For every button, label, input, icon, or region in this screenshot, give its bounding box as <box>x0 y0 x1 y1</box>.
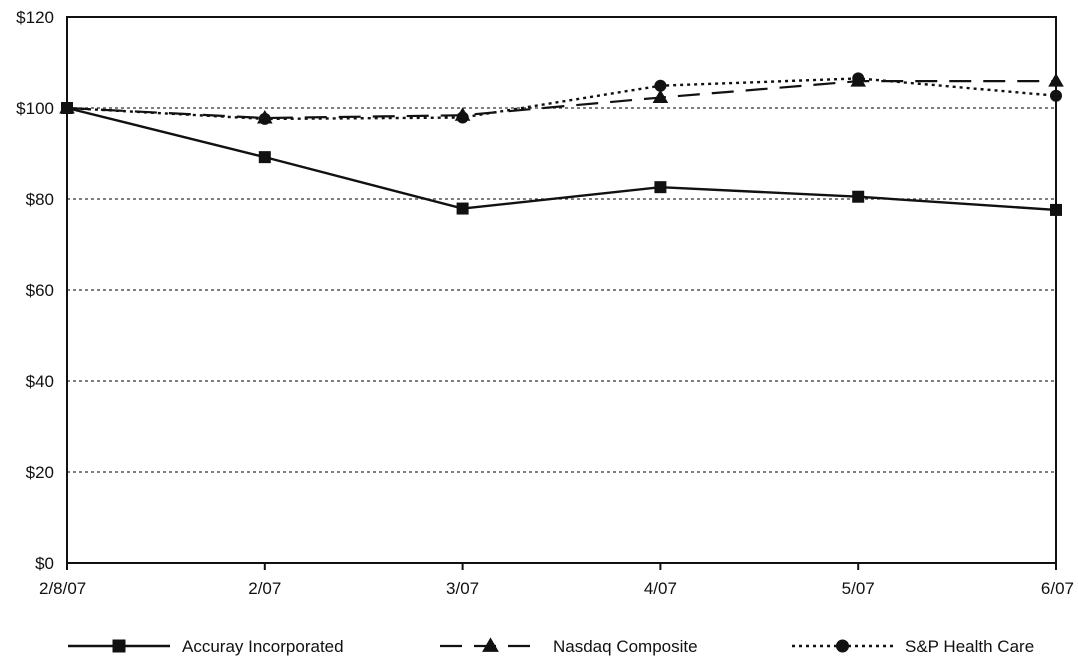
x-tick-label: 6/07 <box>1041 579 1074 598</box>
y-tick-label: $40 <box>26 372 54 391</box>
y-tick-label: $20 <box>26 463 54 482</box>
data-point-circle <box>654 79 667 92</box>
legend-marker-circle <box>836 639 849 653</box>
legend-item: Nasdaq Composite <box>440 637 698 656</box>
series-circle <box>61 72 1062 125</box>
x-tick-label: 3/07 <box>446 579 479 598</box>
data-point-square <box>456 202 469 215</box>
legend-label: Nasdaq Composite <box>553 637 698 656</box>
gridlines <box>67 107 1056 473</box>
data-point-triangle <box>850 73 866 87</box>
legend-marker-triangle <box>482 637 499 652</box>
legend-item: Accuray Incorporated <box>68 637 344 656</box>
x-tick-label: 2/8/07 <box>39 579 86 598</box>
series-lines <box>59 72 1064 216</box>
legend-label: Accuray Incorporated <box>182 637 344 656</box>
data-point-square <box>654 181 667 194</box>
legend-marker-square <box>112 639 126 653</box>
y-tick-label: $80 <box>26 190 54 209</box>
data-point-square <box>258 151 271 164</box>
y-tick-label: $120 <box>16 8 54 27</box>
data-point-triangle <box>652 89 669 103</box>
legend-label: S&P Health Care <box>905 637 1034 656</box>
data-point-triangle <box>454 107 471 121</box>
plot-area-frame <box>66 16 1057 564</box>
series-line <box>66 77 1057 121</box>
legend: Accuray Incorporated Nasdaq Composite S&P … <box>68 637 1034 656</box>
y-tick-label: $60 <box>26 281 54 300</box>
x-tick-label: 2/07 <box>248 579 281 598</box>
x-axis: 2/8/07 2/07 3/07 4/07 5/07 6/07 <box>39 563 1074 598</box>
series-line <box>66 106 1057 212</box>
y-axis-tick-labels: $0 $20 $40 $60 $80 $100 $120 <box>16 8 54 573</box>
series-line <box>66 80 1056 120</box>
x-tick-label: 5/07 <box>842 579 875 598</box>
x-tick-label: 4/07 <box>644 579 677 598</box>
data-point-triangle <box>257 109 273 124</box>
y-tick-label: $100 <box>16 99 54 118</box>
series-triangle <box>59 73 1064 124</box>
legend-item: S&P Health Care <box>792 637 1034 656</box>
data-point-square <box>852 190 865 203</box>
y-tick-label: $0 <box>35 554 54 573</box>
